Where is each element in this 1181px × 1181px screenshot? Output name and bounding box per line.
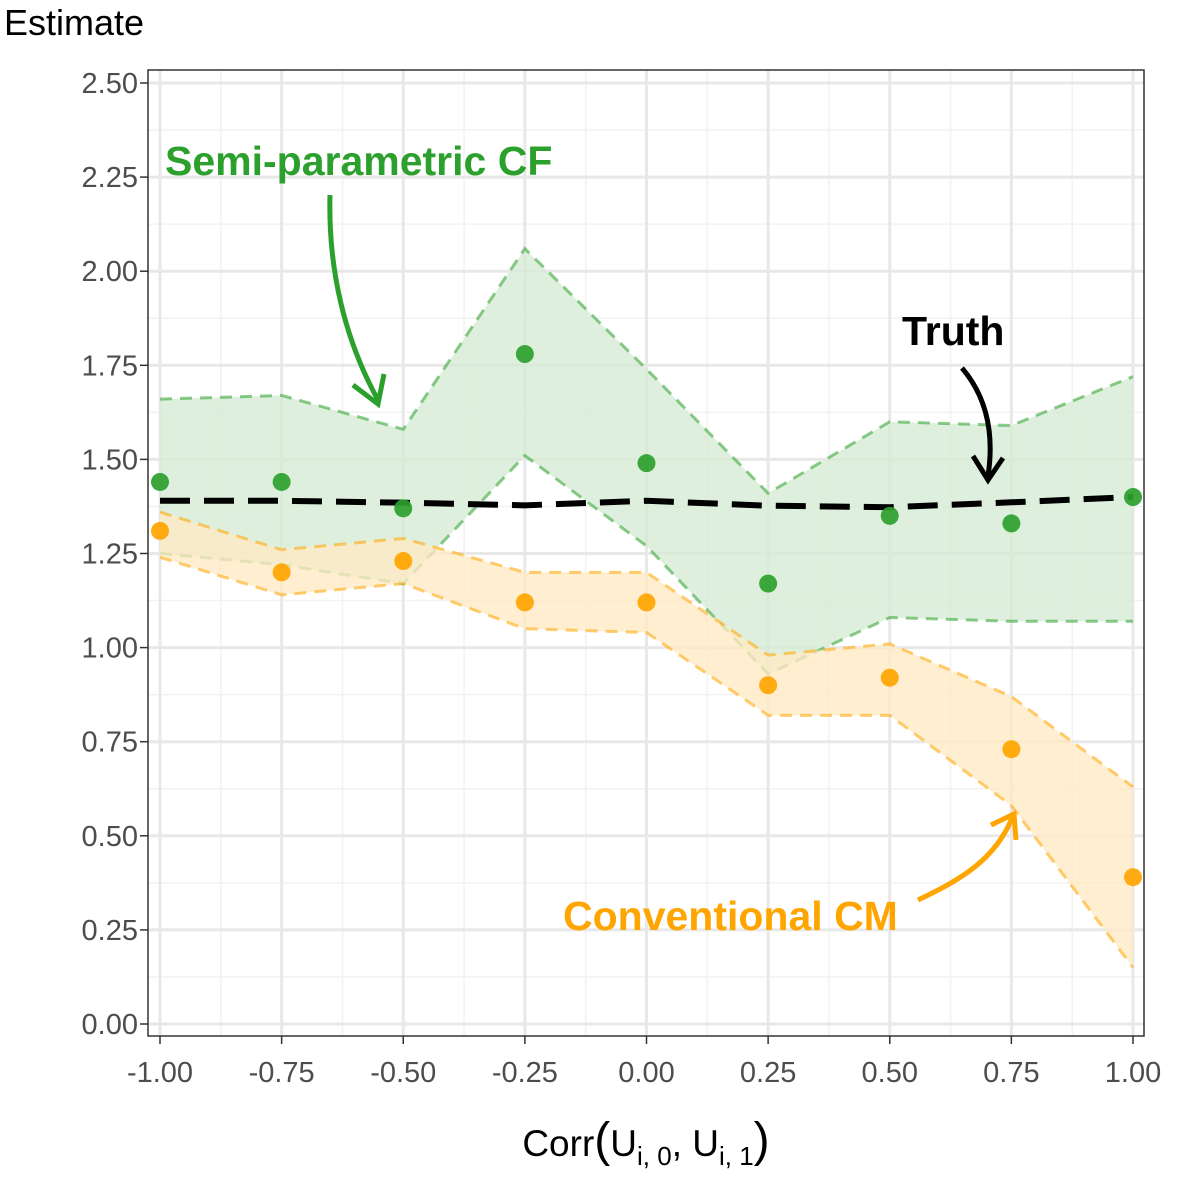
band-upper-semi xyxy=(159,246,1134,496)
x-axis-paren-open: ( xyxy=(594,1114,610,1167)
y-axis-title: Estimate xyxy=(4,2,145,43)
y-tick-label: 0.50 xyxy=(82,821,138,853)
x-tick-label: -1.00 xyxy=(127,1057,193,1089)
axis-ticks: -1.00 -0.75 -0.50 -0.25 0.00 0.25 0.50 0.75 1.00… xyxy=(82,68,1162,1089)
point-semi xyxy=(1002,514,1021,533)
x-tick-label: -0.50 xyxy=(370,1057,436,1089)
annotations: Semi-parametric CF Truth Conventional CM xyxy=(165,138,1019,939)
annotation-semi-parametric-cf: Semi-parametric CF xyxy=(165,138,552,184)
arrow-semi-parametric-cf xyxy=(327,194,381,402)
y-tick-label: 1.75 xyxy=(82,350,138,382)
annotation-truth: Truth xyxy=(902,308,1004,354)
y-tick-label: 0.25 xyxy=(82,915,138,947)
x-tick-label: 0.75 xyxy=(983,1057,1039,1089)
truth-layer xyxy=(160,494,1134,511)
y-tick-label: 0.75 xyxy=(82,727,138,759)
x-axis-paren-close: ) xyxy=(754,1114,770,1167)
x-tick-label: 0.00 xyxy=(618,1057,674,1089)
point-conv xyxy=(151,521,169,540)
point-semi xyxy=(637,454,656,473)
arrow-conventional-cm xyxy=(916,817,1015,903)
x-axis-u1: U xyxy=(610,1123,637,1164)
major-gridlines xyxy=(148,70,1144,1036)
point-conv xyxy=(637,593,656,612)
point-conv xyxy=(759,676,778,695)
band-lower-conv xyxy=(159,555,1135,969)
truth-line xyxy=(160,494,1134,511)
point-conv xyxy=(1002,740,1021,759)
y-tick-label: 1.00 xyxy=(82,633,138,665)
y-tick-label: 1.25 xyxy=(82,539,138,571)
y-tick-label: 2.50 xyxy=(82,68,138,100)
x-axis-sep: , xyxy=(672,1123,693,1164)
arrowhead-conventional-cm xyxy=(989,810,1019,841)
arrowhead-truth xyxy=(970,454,1006,485)
point-semi xyxy=(515,345,534,364)
x-tick-label: -0.75 xyxy=(249,1057,315,1089)
x-tick-label: 1.00 xyxy=(1105,1057,1161,1089)
point-conv xyxy=(880,668,899,687)
x-axis-title-prefix: Corr xyxy=(522,1123,594,1164)
band-upper-conv xyxy=(159,510,1134,789)
point-semi xyxy=(272,472,291,491)
y-tick-label: 2.00 xyxy=(82,256,138,288)
annotation-conventional-cm: Conventional CM xyxy=(563,893,898,939)
x-axis-u2: U xyxy=(692,1123,719,1164)
x-axis-title: Corr(Ui, 0, Ui, 1) xyxy=(522,1114,769,1171)
point-semi xyxy=(880,506,899,525)
x-axis-u2-sub: i, 1 xyxy=(719,1141,754,1171)
estimate-points xyxy=(151,345,1142,887)
y-tick-label: 1.50 xyxy=(82,444,138,476)
x-axis-u1-sub: i, 0 xyxy=(637,1141,672,1171)
point-semi xyxy=(394,499,413,518)
x-tick-label: 0.25 xyxy=(740,1057,796,1089)
x-tick-label: -0.25 xyxy=(492,1057,558,1089)
arrow-truth xyxy=(960,366,993,477)
x-tick-label: 0.50 xyxy=(862,1057,918,1089)
point-semi xyxy=(151,472,169,491)
point-conv xyxy=(1124,868,1142,887)
arrowhead-semi-parametric-cf xyxy=(351,373,387,409)
point-conv xyxy=(515,593,534,612)
point-conv xyxy=(394,552,413,571)
point-semi xyxy=(759,574,778,593)
y-tick-label: 0.00 xyxy=(82,1009,138,1041)
y-tick-label: 2.25 xyxy=(82,162,138,194)
point-conv xyxy=(272,563,291,582)
point-semi xyxy=(1124,488,1142,507)
